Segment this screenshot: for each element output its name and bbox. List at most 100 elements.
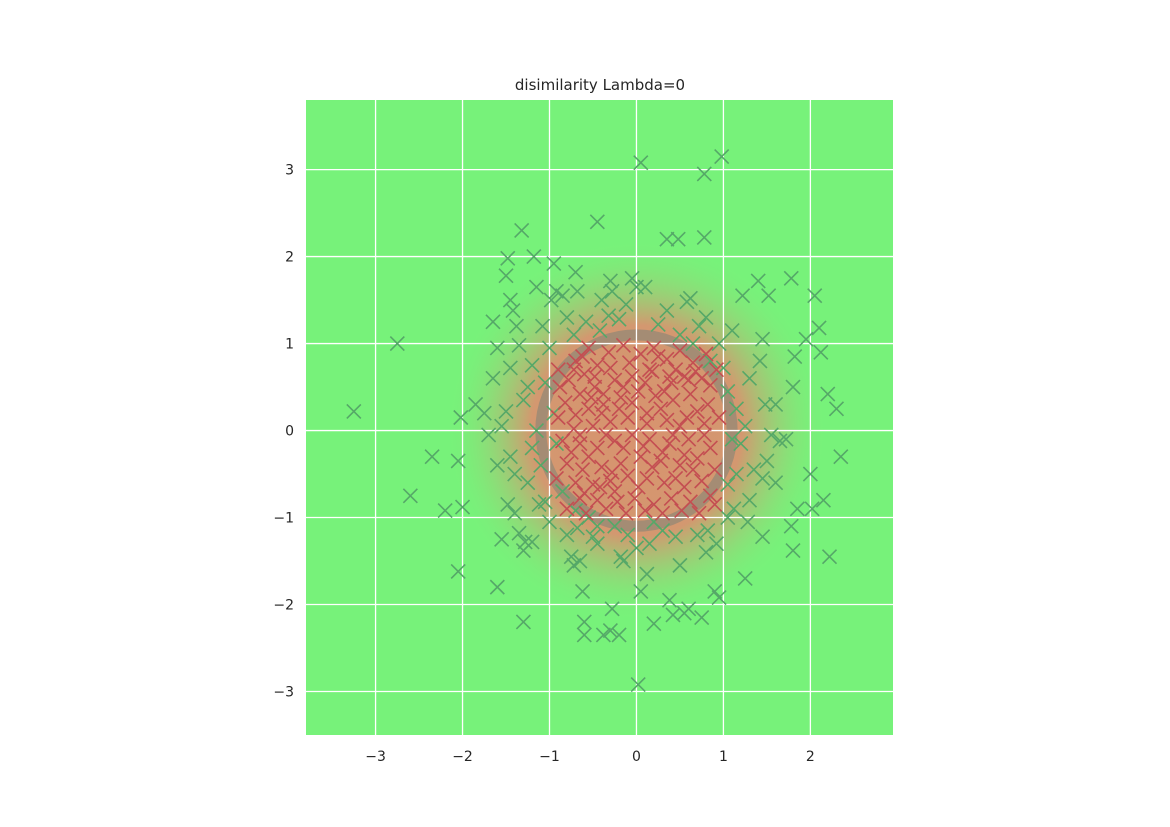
y-tick-label: 1 bbox=[285, 337, 294, 353]
point-marker bbox=[754, 331, 771, 347]
point-marker bbox=[674, 503, 690, 519]
point-marker bbox=[500, 250, 516, 266]
point-marker bbox=[611, 627, 627, 643]
point-marker bbox=[637, 503, 653, 519]
point-marker bbox=[498, 403, 514, 419]
point-marker bbox=[633, 155, 649, 171]
point-marker bbox=[557, 395, 573, 411]
point-marker bbox=[589, 214, 605, 230]
point-marker bbox=[685, 355, 701, 371]
point-marker bbox=[672, 418, 688, 434]
point-marker bbox=[554, 288, 571, 304]
point-marker bbox=[508, 318, 525, 334]
y-tick-label: −1 bbox=[273, 511, 294, 527]
point-marker bbox=[602, 360, 618, 376]
point-marker bbox=[682, 290, 698, 306]
point-marker bbox=[772, 433, 788, 449]
point-marker bbox=[559, 309, 575, 326]
point-marker bbox=[572, 386, 588, 402]
point-marker bbox=[607, 483, 623, 500]
point-marker bbox=[741, 370, 758, 386]
point-marker bbox=[450, 563, 466, 580]
point-marker bbox=[646, 616, 662, 632]
x-tick-label: 1 bbox=[719, 749, 728, 765]
point-marker bbox=[661, 592, 678, 608]
x-tick-label: −1 bbox=[539, 749, 560, 765]
point-marker bbox=[754, 470, 771, 486]
point-marker bbox=[726, 501, 742, 517]
point-marker bbox=[656, 475, 672, 491]
point-marker bbox=[601, 344, 617, 360]
point-marker bbox=[685, 462, 701, 478]
point-marker bbox=[594, 405, 610, 421]
point-marker bbox=[740, 514, 756, 530]
point-marker bbox=[650, 349, 666, 365]
point-marker bbox=[528, 422, 545, 439]
point-marker bbox=[654, 505, 671, 521]
point-marker bbox=[502, 449, 518, 465]
point-marker bbox=[489, 340, 505, 356]
point-marker bbox=[807, 288, 823, 304]
point-marker bbox=[627, 490, 643, 506]
point-marker bbox=[734, 288, 751, 304]
point-marker bbox=[502, 360, 518, 376]
point-marker bbox=[672, 327, 688, 343]
point-marker bbox=[489, 457, 505, 473]
point-marker bbox=[672, 457, 688, 473]
scatter-points bbox=[346, 148, 849, 693]
point-marker bbox=[798, 331, 814, 347]
point-marker bbox=[763, 427, 779, 443]
point-marker bbox=[546, 255, 562, 272]
point-marker bbox=[681, 372, 697, 388]
point-marker bbox=[720, 383, 736, 399]
point-marker bbox=[618, 296, 634, 312]
point-marker bbox=[659, 412, 675, 428]
point-marker bbox=[520, 379, 536, 395]
point-marker bbox=[587, 369, 603, 385]
point-marker bbox=[681, 431, 697, 447]
point-marker bbox=[515, 392, 531, 408]
point-marker bbox=[646, 340, 662, 356]
plot-area bbox=[306, 100, 893, 735]
point-marker bbox=[641, 536, 658, 552]
point-marker bbox=[754, 529, 771, 545]
point-marker bbox=[661, 436, 678, 452]
point-marker bbox=[552, 379, 568, 395]
point-marker bbox=[811, 320, 827, 336]
point-marker bbox=[630, 479, 646, 495]
point-marker bbox=[537, 375, 553, 391]
point-marker bbox=[592, 479, 608, 495]
point-marker bbox=[578, 505, 594, 521]
point-marker bbox=[630, 676, 646, 693]
point-marker bbox=[566, 362, 582, 378]
point-marker bbox=[581, 449, 597, 465]
point-marker bbox=[682, 386, 698, 402]
point-marker bbox=[768, 475, 784, 491]
point-marker bbox=[663, 375, 679, 391]
point-marker bbox=[554, 483, 571, 500]
point-marker bbox=[615, 553, 631, 569]
point-marker bbox=[601, 308, 617, 324]
point-marker bbox=[604, 464, 620, 480]
point-marker bbox=[815, 492, 831, 508]
point-marker bbox=[670, 231, 686, 247]
y-tick-label: −3 bbox=[273, 685, 294, 701]
point-marker bbox=[707, 462, 723, 478]
point-marker bbox=[604, 601, 620, 617]
point-marker bbox=[607, 518, 623, 534]
point-marker bbox=[574, 583, 591, 600]
x-tick-label: −3 bbox=[365, 749, 386, 765]
point-marker bbox=[648, 388, 664, 404]
point-marker bbox=[813, 344, 829, 360]
point-marker bbox=[548, 470, 565, 486]
point-marker bbox=[720, 476, 736, 493]
point-marker bbox=[620, 527, 636, 543]
point-marker bbox=[787, 349, 803, 365]
point-marker bbox=[621, 355, 638, 371]
point-marker bbox=[654, 523, 671, 539]
point-marker bbox=[576, 366, 592, 382]
point-marker bbox=[653, 401, 669, 417]
point-marker bbox=[514, 222, 530, 239]
point-marker bbox=[583, 389, 599, 406]
point-marker bbox=[534, 318, 551, 334]
